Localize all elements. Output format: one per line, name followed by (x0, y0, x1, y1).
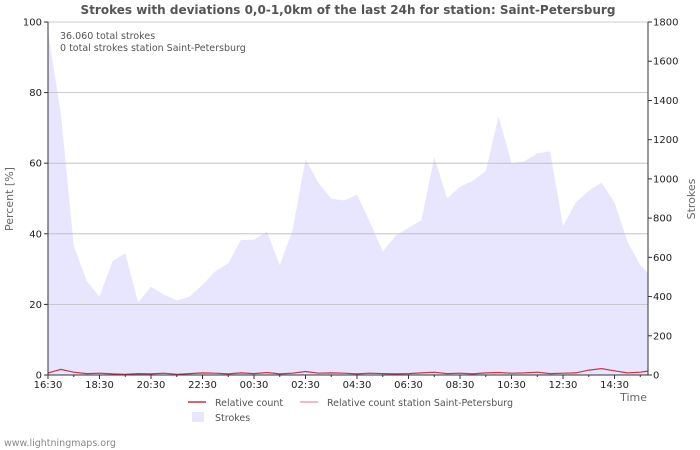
x-tick-label: 14:30 (600, 380, 629, 391)
strokes-area-layer (48, 31, 648, 376)
right-tick-label: 400 (653, 292, 672, 303)
x-tick-label: 16:30 (34, 380, 63, 391)
y-axis-left-label: Percent [%] (3, 167, 16, 231)
left-tick-label: 60 (29, 159, 42, 170)
x-tick-label: 22:30 (188, 380, 217, 391)
x-axis-ticks: 16:30 18:30 20:30 22:30 00:30 02:30 04:30 06:30… (34, 375, 641, 391)
right-tick-label: 800 (653, 214, 672, 225)
legend-label-strokes: Strokes (215, 413, 250, 424)
left-axis-ticks: 0 20 40 60 80 100 (23, 18, 48, 382)
station-strokes-note: 0 total strokes station Saint-Petersburg (60, 43, 246, 54)
x-tick-label: 12:30 (549, 380, 578, 391)
footer-site: www.lightningmaps.org (4, 438, 116, 449)
left-tick-label: 0 (36, 371, 42, 382)
legend-swatch-strokes (192, 412, 204, 422)
x-tick-label: 10:30 (497, 380, 526, 391)
right-tick-label: 1600 (653, 57, 678, 68)
x-tick-label: 20:30 (137, 380, 166, 391)
right-axis-ticks: 0 200 400 600 800 1000 1200 1400 1600 1800 (648, 18, 678, 382)
axis-layer (47, 22, 652, 376)
left-tick-label: 40 (29, 229, 42, 240)
left-tick-label: 80 (29, 88, 42, 99)
total-strokes-note: 36.060 total strokes (60, 31, 155, 42)
right-tick-label: 0 (653, 371, 659, 382)
x-tick-label: 08:30 (446, 380, 475, 391)
right-tick-label: 1400 (653, 96, 678, 107)
right-tick-label: 1200 (653, 135, 678, 146)
right-tick-label: 1800 (653, 18, 678, 29)
legend-label-relative-count: Relative count (215, 398, 283, 409)
right-tick-label: 200 (653, 331, 672, 342)
x-axis-label: Time (619, 391, 647, 404)
right-tick-label: 600 (653, 253, 672, 264)
right-tick-label: 1000 (653, 174, 678, 185)
x-tick-label: 02:30 (291, 380, 320, 391)
left-tick-label: 100 (23, 18, 42, 29)
relative-count-line (47, 367, 649, 375)
legend: Relative count Relative count station Sa… (188, 398, 513, 424)
x-tick-label: 04:30 (343, 380, 372, 391)
chart-title: Strokes with deviations 0,0-1,0km of the… (81, 3, 616, 17)
x-tick-label: 06:30 (394, 380, 423, 391)
legend-label-relative-count-station: Relative count station Saint-Petersburg (327, 398, 513, 409)
y-axis-right-label: Strokes (685, 178, 698, 219)
strokes-area (48, 31, 648, 376)
grid-layer (48, 21, 648, 305)
left-tick-label: 20 (29, 300, 42, 311)
x-tick-label: 00:30 (240, 380, 269, 391)
x-tick-label: 18:30 (85, 380, 114, 391)
